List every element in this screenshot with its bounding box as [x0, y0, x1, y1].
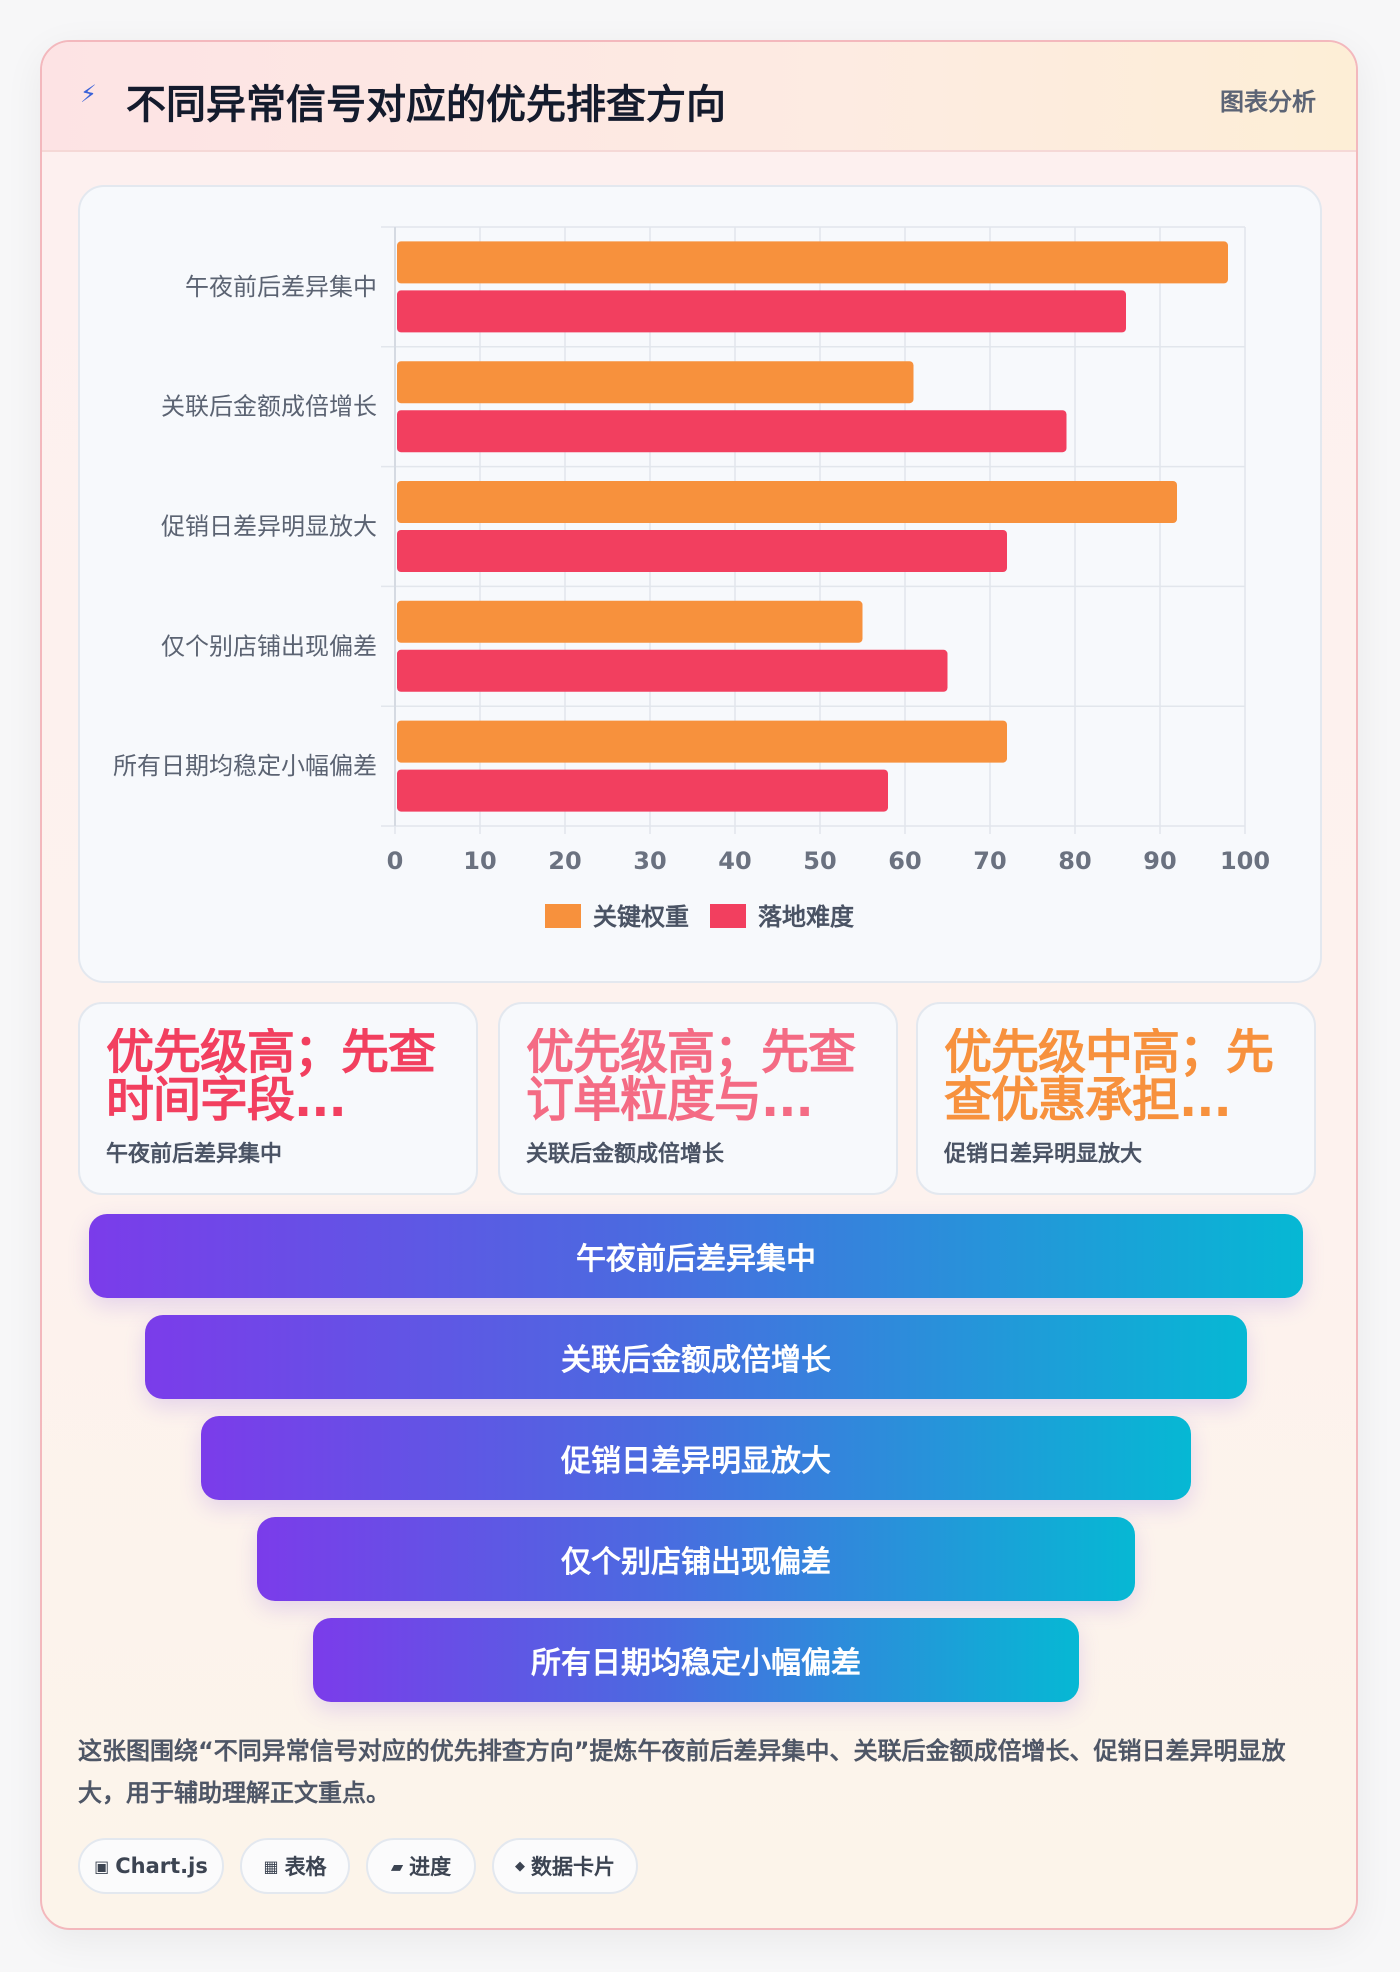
pyramid-item: 仅个别店铺出现偏差: [257, 1517, 1135, 1601]
stat-card-label: 促销日差异明显放大: [944, 1142, 1143, 1167]
x-tick-label: 40: [718, 847, 751, 875]
bar-difficulty: [397, 649, 948, 692]
bar-difficulty: [397, 769, 888, 812]
tag-label: 进度: [409, 1855, 452, 1879]
pyramid-item: 所有日期均稳定小幅偏差: [313, 1618, 1079, 1702]
card-header: ⚡ 不同异常信号对应的优先排查方向 图表分析: [42, 42, 1356, 152]
legend-label: 落地难度: [758, 903, 855, 931]
x-tick-label: 30: [633, 847, 666, 875]
progress-icon: ▰: [390, 1856, 404, 1876]
bar-weight: [397, 241, 1228, 284]
bar-weight: [397, 720, 1007, 763]
y-tick-label: 仅个别店铺出现偏差: [161, 632, 377, 660]
stat-card-1: 优先级高；先查时间字段... 午夜前后差异集中: [78, 1002, 478, 1195]
tag-label: Chart.js: [115, 1854, 208, 1878]
stat-card-value: 优先级中高；先查优惠承担...: [944, 1028, 1274, 1124]
bar-difficulty: [397, 530, 1007, 572]
legend-label: 关键权重: [593, 903, 689, 931]
tag-chartjs[interactable]: ▣ Chart.js: [78, 1838, 224, 1894]
bar-difficulty: [397, 410, 1067, 453]
chart-panel: 0 10 20 30 40 50 60 70 80 90 100 午夜前后差异集中关联后金额成倍增长促…: [78, 185, 1322, 983]
page-title: 不同异常信号对应的优先排查方向: [126, 82, 726, 128]
stat-card-label: 午夜前后差异集中: [106, 1142, 283, 1167]
tag-label: 表格: [284, 1855, 327, 1879]
stat-card-value: 优先级高；先查订单粒度与...: [526, 1028, 856, 1124]
stat-card-2: 优先级高；先查订单粒度与... 关联后金额成倍增长: [498, 1002, 898, 1195]
bar-chart: 0 10 20 30 40 50 60 70 80 90 100 午夜前后差异集中关联后金额成倍增长促…: [113, 226, 1270, 931]
tag-table[interactable]: ▦ 表格: [240, 1838, 350, 1894]
stat-card-3: 优先级中高；先查优惠承担... 促销日差异明显放大: [916, 1002, 1316, 1195]
bar-difficulty: [397, 290, 1126, 333]
chart-card: ⚡ 不同异常信号对应的优先排查方向 图表分析 0 10 20 30 40 50 60 70 80…: [40, 40, 1358, 1930]
chart-icon: ▣: [94, 1856, 110, 1876]
header-tag: 图表分析: [1220, 88, 1316, 116]
pyramid-item: 关联后金额成倍增长: [145, 1315, 1247, 1399]
x-tick-label: 50: [803, 847, 836, 875]
x-tick-label: 100: [1220, 847, 1270, 875]
legend-swatch: [710, 904, 746, 928]
bar-weight: [397, 361, 914, 404]
pyramid-item: 促销日差异明显放大: [201, 1416, 1191, 1500]
y-tick-label: 所有日期均稳定小幅偏差: [113, 752, 377, 780]
x-tick-label: 60: [888, 847, 921, 875]
y-tick-label: 关联后金额成倍增长: [161, 393, 377, 421]
lightning-icon: ⚡: [80, 80, 97, 108]
x-tick-label: 20: [548, 847, 581, 875]
tag-data-card[interactable]: ◆ 数据卡片: [492, 1838, 638, 1894]
chart-caption: 这张图围绕“不同异常信号对应的优先排查方向”提炼午夜前后差异集中、关联后金额成倍…: [78, 1737, 1286, 1807]
stat-card-value: 优先级高；先查时间字段...: [106, 1028, 436, 1124]
legend-swatch: [545, 904, 581, 928]
tag-progress[interactable]: ▰ 进度: [366, 1838, 476, 1894]
bar-weight: [397, 481, 1177, 523]
stat-card-label: 关联后金额成倍增长: [526, 1142, 725, 1167]
table-icon: ▦: [263, 1856, 279, 1876]
x-tick-label: 90: [1143, 847, 1176, 875]
y-tick-label: 促销日差异明显放大: [161, 513, 377, 541]
y-tick-label: 午夜前后差异集中: [185, 273, 377, 301]
x-tick-label: 80: [1058, 847, 1091, 875]
x-tick-label: 10: [463, 847, 496, 875]
card-icon: ◆: [515, 1858, 525, 1874]
x-tick-label: 70: [973, 847, 1006, 875]
bar-weight: [397, 600, 863, 643]
tag-label: 数据卡片: [531, 1855, 615, 1879]
x-tick-label: 0: [387, 847, 404, 875]
pyramid-item: 午夜前后差异集中: [89, 1214, 1303, 1298]
